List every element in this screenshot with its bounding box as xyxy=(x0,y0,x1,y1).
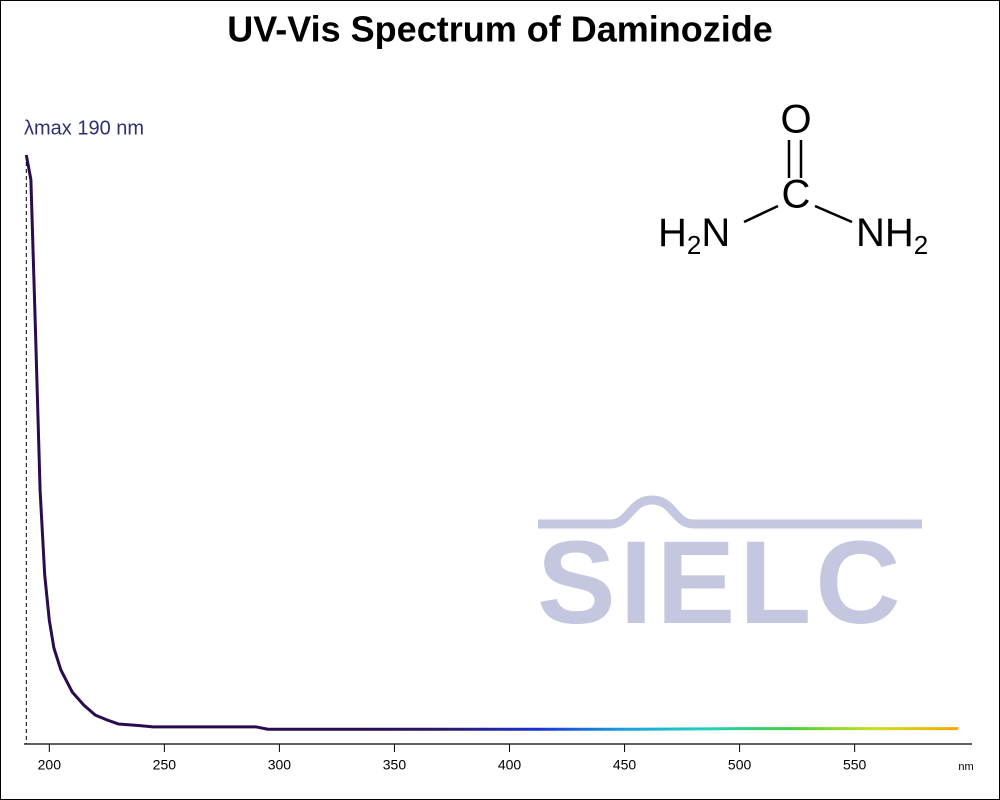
chart-title: UV-Vis Spectrum of Daminozide xyxy=(227,9,772,50)
bond xyxy=(743,204,779,224)
x-tick-label: 550 xyxy=(843,757,867,773)
x-tick-label: 250 xyxy=(153,757,177,773)
atom-label: NH2 xyxy=(856,211,928,260)
atom-label: N xyxy=(701,211,730,255)
x-tick-label: 400 xyxy=(498,757,522,773)
annotation: λmax 190 nm xyxy=(24,117,144,139)
structure: O C H2N NH2 xyxy=(658,98,928,260)
atom-label: H xyxy=(658,211,687,255)
watermark: SIELC xyxy=(537,517,905,649)
atom-label: NH xyxy=(856,211,914,255)
atom-label: 2 xyxy=(914,230,928,260)
atom-label: C xyxy=(782,173,811,217)
x-tick-label: 450 xyxy=(613,757,637,773)
atom-label: H2N xyxy=(658,211,730,260)
bond xyxy=(814,204,853,224)
x-tick-label: 300 xyxy=(268,757,292,773)
atom-label: 2 xyxy=(687,230,701,260)
x-axis-unit: nm xyxy=(958,761,973,773)
atom-label: O xyxy=(780,98,811,142)
spectrum-line xyxy=(24,154,959,731)
watermark-swoosh xyxy=(538,495,922,529)
x-tick-label: 200 xyxy=(38,757,62,773)
x-tick-label: 500 xyxy=(728,757,752,773)
x-tick-label: 350 xyxy=(383,757,407,773)
